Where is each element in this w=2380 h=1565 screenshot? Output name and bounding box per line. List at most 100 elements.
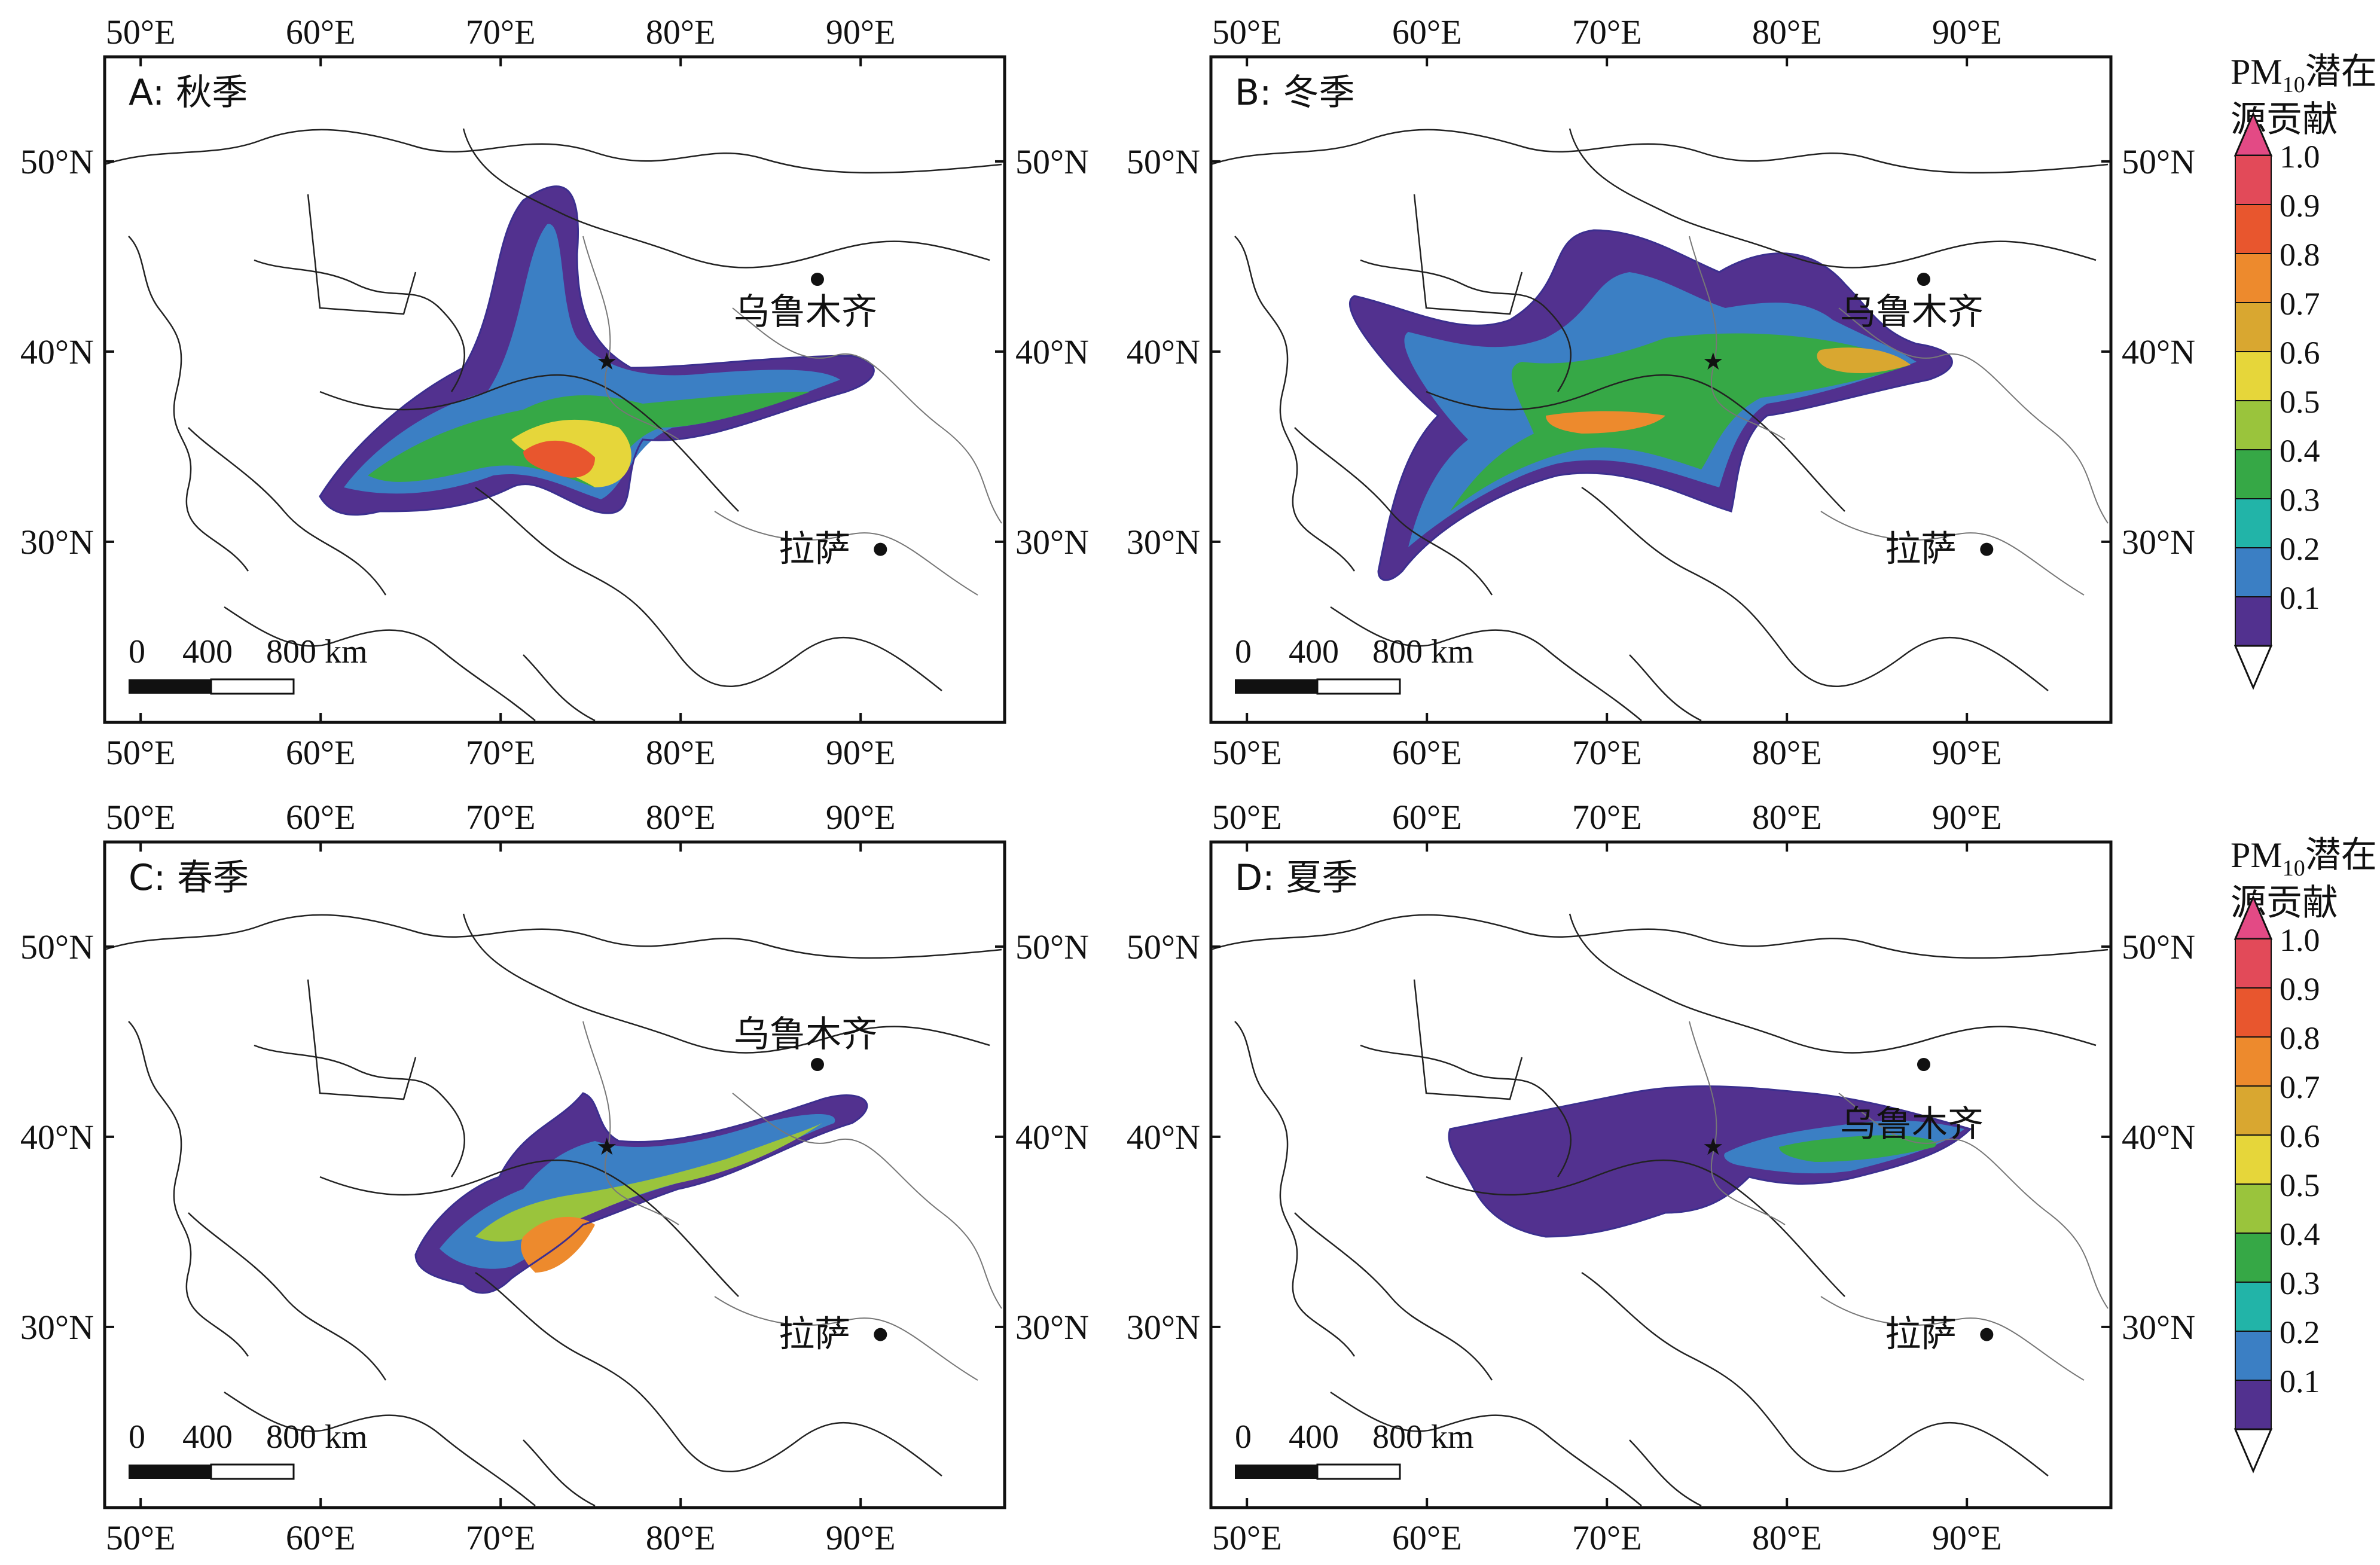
lon-tick-label-top: 50°E [106,13,176,51]
city-label: 乌鲁木齐 [1840,291,1984,333]
lat-tick-label-left: 50°N [20,142,94,181]
city-marker [1980,1328,1994,1341]
lon-tick-label-top: 80°E [1752,798,1822,837]
lon-tick-label-top: 50°E [106,798,176,837]
colorbar-segment [2235,1282,2272,1332]
colorbar-tick-label: 0.7 [2280,286,2320,322]
colorbar-tick-label: 0.5 [2280,384,2320,420]
lat-tick-label-right: 40°N [2122,1118,2195,1157]
colorbar-segment [2235,987,2272,1038]
city-label: 拉萨 [1885,1314,1957,1356]
colorbar-tick-label: 0.9 [2280,188,2320,224]
lat-tick-label-left: 50°N [1127,928,1200,966]
lon-tick-label-top: 70°E [466,798,536,837]
scale-bar-label: 400 [1289,1418,1339,1456]
colorbar-segment [2235,596,2272,646]
lon-tick-label-top: 80°E [646,798,716,837]
city-label: 拉萨 [779,529,850,571]
colorbar-tick-label: 0.4 [2280,433,2320,469]
lon-tick-label-bottom: 60°E [1392,733,1462,772]
lat-tick-label-right: 30°N [2122,523,2195,562]
colorbar-tick-label: 1.0 [2280,922,2320,958]
lon-tick-label-bottom: 90°E [1932,1518,2002,1557]
colorbar-tick-label: 0.8 [2280,1020,2320,1056]
scale-bar-label: 800 km [266,1418,368,1456]
lon-tick-label-bottom: 50°E [1212,733,1282,772]
colorbar-tick-label: 0.6 [2280,335,2320,371]
lon-tick-label-bottom: 80°E [1752,733,1822,772]
map-panel-c: 50°E 50°E 60°E 60°E 70°E 70°E 80°E 80°E 90°E 90°E… [20,798,1089,1557]
city-label: 乌鲁木齐 [734,1014,877,1055]
lon-tick-label-top: 60°E [1392,13,1462,51]
colorbar-segment [2235,498,2272,548]
colorbar-tick-label: 0.8 [2280,237,2320,273]
legend-top: PM10潜在 源贡献 1.00.90.80.70.60.50.40.30.20.… [2231,51,2377,690]
colorbar-tick-label: 0.7 [2280,1069,2320,1105]
scale-bar-label: 400 [1289,633,1339,670]
colorbar-tick-label: 0.6 [2280,1118,2320,1154]
lat-tick-label-right: 30°N [1015,1308,1089,1347]
colorbar-segment [2235,1134,2272,1185]
lon-tick-label-bottom: 60°E [286,1518,356,1557]
city-label: 拉萨 [1885,529,1957,571]
colorbar-segment [2235,1331,2272,1381]
colorbar-tick-label: 0.3 [2280,482,2320,518]
colorbar-tick-label: 0.4 [2280,1216,2320,1252]
scale-bar-label: 800 km [266,633,368,670]
lat-tick-label-right: 50°N [2122,928,2195,966]
colorbar-segment [2235,302,2272,352]
lon-tick-label-bottom: 90°E [826,1518,896,1557]
scale-bar-label: 0 [1235,633,1252,670]
scale-bar-label: 0 [129,1418,145,1456]
lat-tick-label-left: 40°N [1127,332,1200,371]
scale-bar: 0 400 800 km [1235,633,1474,695]
scale-bar-label: 400 [182,1418,233,1456]
lon-tick-label-top: 90°E [1932,13,2002,51]
lat-tick-label-left: 30°N [1127,523,1200,562]
lat-tick-label-left: 40°N [1127,1118,1200,1157]
map-frame [1209,840,2113,1509]
lon-tick-label-bottom: 90°E [826,733,896,772]
receptor-star-icon: ★ [596,1133,618,1161]
panel-title: D: 夏季 [1235,857,1358,899]
lat-tick-label-left: 30°N [20,523,94,562]
pscf-contours [319,185,875,516]
lon-tick-label-top: 70°E [466,13,536,51]
lat-tick-label-right: 50°N [1015,142,1089,181]
lon-tick-label-bottom: 70°E [1572,1518,1642,1557]
city-label: 乌鲁木齐 [1840,1103,1984,1145]
lat-tick-label-left: 50°N [20,928,94,966]
scale-bar-label: 0 [1235,1418,1252,1456]
map-frame [1209,55,2113,724]
colorbar-segment [2235,1380,2272,1430]
colorbar-tick-label: 0.1 [2280,1363,2320,1399]
lon-tick-label-top: 60°E [286,798,356,837]
receptor-star-icon: ★ [1702,348,1724,376]
city-marker [810,1058,824,1072]
map-panel-d: 50°E 50°E 60°E 60°E 70°E 70°E 80°E 80°E 90°E 90°E… [1127,798,2195,1557]
colorbar-segment [2235,449,2272,499]
pscf-contours [1448,1085,1972,1238]
legend-bottom: PM10潜在 源贡献 1.00.90.80.70.60.50.40.30.20.… [2231,834,2377,1474]
panel-title: B: 冬季 [1235,72,1354,114]
lat-tick-label-left: 30°N [20,1308,94,1347]
scale-bar: 0 400 800 km [129,633,368,695]
lon-tick-label-bottom: 60°E [286,733,356,772]
lon-tick-label-bottom: 60°E [1392,1518,1462,1557]
lat-tick-label-right: 40°N [1015,332,1089,371]
map-panel-b: 50°E 50°E 60°E 60°E 70°E 70°E 80°E 80°E 90°E 90°E… [1127,13,2195,772]
city-marker [874,1328,887,1341]
lon-tick-label-top: 60°E [1392,798,1462,837]
lat-tick-label-right: 40°N [2122,332,2195,371]
colorbar-segment [2235,1183,2272,1234]
lat-tick-label-left: 40°N [20,1118,94,1157]
map-frame [103,55,1006,724]
colorbar-tick-label: 0.3 [2280,1265,2320,1301]
lon-tick-label-bottom: 80°E [646,1518,716,1557]
lon-tick-label-bottom: 50°E [106,1518,176,1557]
lon-tick-label-bottom: 70°E [466,733,536,772]
colorbar-tick-label: 0.2 [2280,1314,2320,1350]
colorbar-segment [2235,1036,2272,1087]
colorbar-segment [2235,1233,2272,1283]
city-marker [874,542,887,556]
